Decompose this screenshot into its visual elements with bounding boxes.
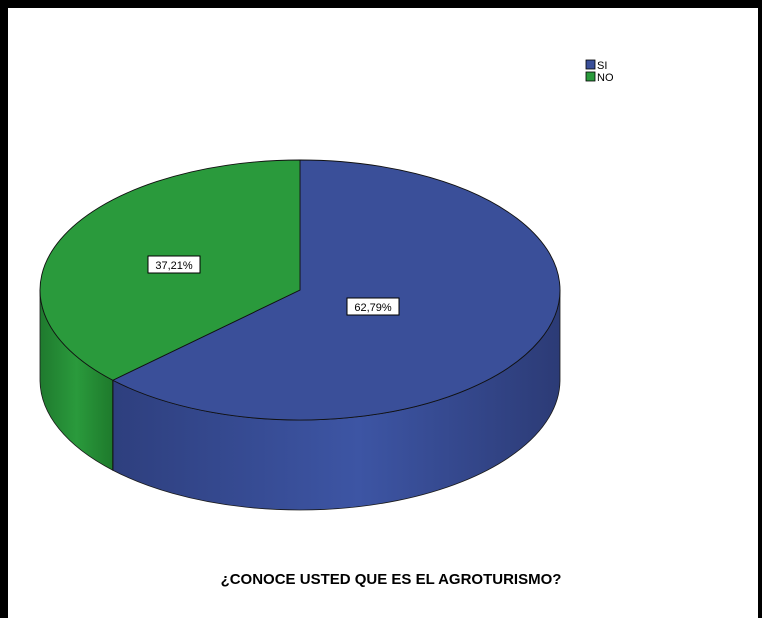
- legend-label-no: NO: [597, 72, 614, 84]
- legend: SI NO: [585, 59, 614, 84]
- pie-slice-si: [111, 159, 561, 421]
- legend-swatch-no: [585, 71, 596, 82]
- chart-title: ¿CONOCE USTED QUE ES EL AGROTURISMO?: [221, 571, 562, 588]
- value-label-no-box: [147, 255, 201, 274]
- pie-plot: [39, 159, 561, 511]
- value-label-no-text: 37,21%: [155, 260, 193, 272]
- value-label-si-box: [346, 297, 400, 316]
- legend-swatch-si: [585, 59, 596, 70]
- value-label-si-text: 62,79%: [354, 302, 392, 314]
- legend-label-si: SI: [597, 60, 607, 72]
- value-label-si: 62,79%: [346, 297, 400, 316]
- value-label-no: 37,21%: [147, 255, 201, 274]
